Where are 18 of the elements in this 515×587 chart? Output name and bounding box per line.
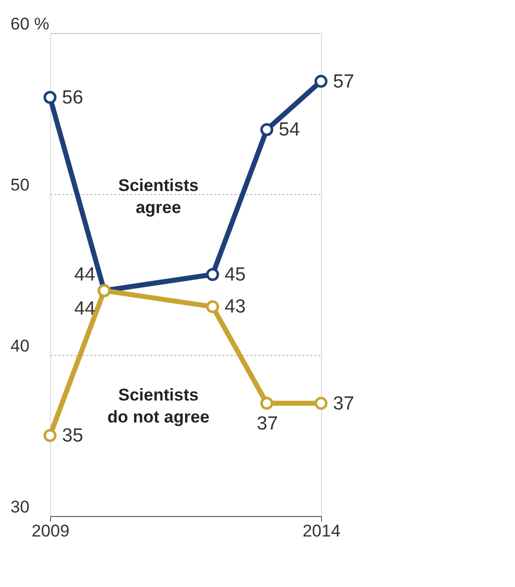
data-label: 45: [224, 264, 246, 286]
data-label: 44: [74, 264, 96, 286]
data-label: 57: [333, 71, 354, 92]
x-tick-label: 2014: [302, 522, 340, 540]
data-label: 35: [62, 426, 84, 446]
y-tick-label: 50: [10, 176, 30, 194]
series-label: Scientists agree: [118, 176, 199, 217]
y-tick-label: 60 %: [10, 14, 50, 34]
data-label: 44: [74, 298, 96, 320]
data-label: 37: [256, 413, 278, 434]
data-label: 56: [62, 87, 84, 108]
y-tick-label: 30: [10, 498, 30, 516]
data-label: 54: [278, 120, 300, 141]
x-tick-label: 2009: [32, 522, 70, 540]
data-label: 37: [333, 393, 354, 414]
data-label: 43: [224, 296, 246, 318]
y-tick-label: 40: [10, 336, 30, 356]
text: Scientists do not agree: [107, 385, 210, 426]
